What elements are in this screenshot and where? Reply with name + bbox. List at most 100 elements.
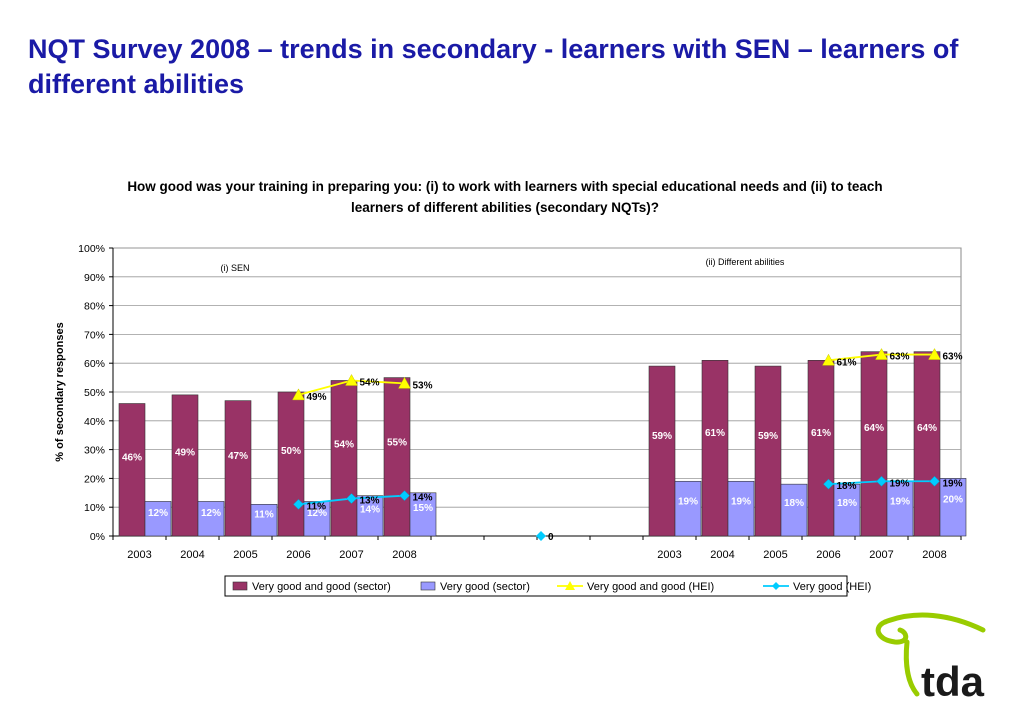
x-tick-label: 2003	[657, 549, 681, 561]
logo-text: tda	[921, 658, 985, 702]
line-data-label: 19%	[943, 478, 963, 489]
bar	[701, 360, 729, 537]
bar	[224, 400, 252, 537]
line-data-label: 11%	[307, 501, 327, 512]
line-marker	[876, 475, 887, 487]
bar-data-label: 55%	[387, 438, 407, 449]
y-tick-label: 0%	[90, 531, 105, 543]
gap-marker	[536, 531, 546, 541]
bar-data-label: 20%	[943, 495, 963, 506]
y-tick-label: 20%	[84, 473, 105, 485]
bar	[833, 483, 861, 537]
line-data-label: 63%	[890, 352, 910, 363]
line-data-label: 63%	[943, 352, 963, 363]
line-data-label: 18%	[837, 481, 857, 492]
bar	[356, 495, 384, 537]
x-tick-label: 2008	[392, 549, 416, 561]
bar-data-label: 64%	[864, 423, 884, 434]
bar	[913, 351, 941, 537]
line-marker	[929, 475, 940, 487]
line-marker	[823, 478, 834, 490]
bar-data-label: 11%	[254, 510, 274, 521]
line-marker	[346, 493, 357, 504]
legend-label: Very good and good (HEI)	[587, 581, 714, 593]
legend-marker	[565, 581, 575, 590]
gap-marker-label: 0	[548, 532, 554, 543]
bar	[860, 351, 888, 537]
legend-box	[224, 575, 848, 597]
line-data-label: 49%	[307, 392, 327, 403]
line-marker	[398, 376, 411, 389]
bar-data-label: 47%	[228, 451, 248, 462]
line-data-label: 14%	[413, 493, 433, 504]
line-data-label: 13%	[360, 496, 380, 507]
y-tick-label: 100%	[78, 243, 105, 255]
panel-label: (ii) Different abilities	[706, 257, 785, 267]
x-tick-label: 2004	[180, 549, 204, 561]
bar-data-label: 14%	[360, 505, 380, 516]
bar	[939, 478, 967, 537]
line-data-label: 53%	[413, 380, 433, 391]
bar	[780, 483, 808, 537]
legend-label: Very good (sector)	[440, 581, 530, 593]
line-marker	[875, 348, 888, 360]
x-tick-label: 2007	[869, 549, 893, 561]
bar-data-label: 59%	[758, 431, 778, 442]
bar	[197, 501, 225, 537]
legend-swatch	[420, 581, 436, 591]
bar-data-label: 15%	[413, 503, 433, 514]
y-tick-label: 10%	[84, 502, 105, 514]
bar	[118, 403, 146, 537]
x-tick-label: 2004	[710, 549, 734, 561]
logo-swoosh-stem	[903, 639, 920, 697]
legend-label: Very good (HEI)	[793, 581, 871, 593]
line-marker	[345, 373, 358, 386]
line-marker	[292, 388, 305, 401]
bar	[409, 492, 437, 537]
bar-data-label: 61%	[811, 428, 831, 439]
page-title: NQT Survey 2008 – trends in secondary - …	[28, 34, 959, 99]
legend-swatch	[232, 581, 248, 591]
bar-data-label: 19%	[731, 496, 751, 507]
bar	[303, 501, 331, 537]
bar-data-label: 50%	[281, 446, 301, 457]
line-data-label: 54%	[360, 377, 380, 388]
bar	[727, 480, 755, 537]
line-data-label: 19%	[890, 478, 910, 489]
line-marker	[822, 353, 835, 366]
bar-data-label: 18%	[837, 498, 857, 509]
bar-data-label: 64%	[917, 423, 937, 434]
panel-label: (i) SEN	[221, 263, 250, 273]
bar	[754, 365, 782, 537]
y-tick-label: 60%	[84, 358, 105, 370]
x-tick-label: 2008	[922, 549, 946, 561]
legend-label: Very good and good (sector)	[252, 581, 391, 593]
bar	[807, 360, 835, 537]
y-tick-label: 90%	[84, 272, 105, 284]
bar-data-label: 19%	[890, 496, 910, 507]
x-tick-label: 2006	[816, 549, 840, 561]
logo-swoosh-curl	[875, 619, 909, 645]
x-tick-label: 2006	[286, 549, 310, 561]
x-tick-label: 2007	[339, 549, 363, 561]
bar-data-label: 19%	[678, 496, 698, 507]
bar-data-label: 12%	[201, 508, 221, 519]
bar	[171, 394, 199, 537]
x-tick-label: 2005	[233, 549, 257, 561]
bar-data-label: 18%	[784, 498, 804, 509]
y-tick-label: 40%	[84, 416, 105, 428]
bar	[674, 480, 702, 537]
bar	[250, 504, 278, 537]
line-marker	[928, 348, 941, 360]
line-marker	[293, 498, 304, 510]
bar-data-label: 46%	[122, 452, 142, 463]
bar-data-label: 59%	[652, 431, 672, 442]
y-axis-label: % of secondary responses	[54, 322, 66, 461]
bar	[383, 377, 411, 537]
y-tick-label: 70%	[84, 329, 105, 341]
bar-data-label: 49%	[175, 448, 195, 459]
bar-data-label: 12%	[148, 508, 168, 519]
line-marker	[399, 490, 410, 502]
chart-title: How good was your training in preparing …	[127, 179, 883, 215]
